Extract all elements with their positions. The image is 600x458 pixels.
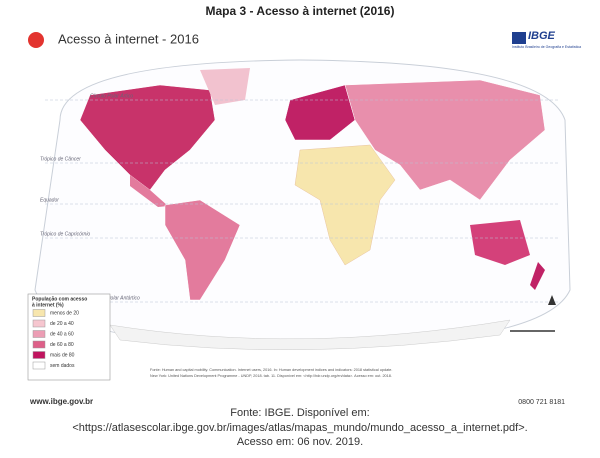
legend-swatch <box>32 309 46 317</box>
legend-label: menos de 20 <box>50 310 79 316</box>
australia <box>470 220 530 265</box>
new-zealand <box>530 262 545 290</box>
legend-swatch <box>32 351 46 359</box>
caption-line: Fonte: IBGE. Disponível em: <box>230 407 369 419</box>
antarctica <box>109 319 511 351</box>
caption-line: Acesso em: 06 nov. 2019. <box>237 436 363 448</box>
world-map <box>34 59 571 351</box>
greenland <box>200 68 250 105</box>
central-america <box>130 175 168 207</box>
legend-swatch <box>32 361 46 370</box>
legend-label: sem dados <box>50 363 75 369</box>
legend-label: mais de 80 <box>50 352 75 358</box>
latitude-lines: Círculo Polar Ártico Trópico de Câncer Equ… <box>40 92 560 303</box>
logo-subtitle: Instituto Brasileiro de Geografia e Esta… <box>512 45 581 49</box>
legend-title: População com acesso <box>32 296 87 302</box>
legend-swatch <box>32 330 46 338</box>
latitude-label: Círculo Polar Antártico <box>90 295 140 301</box>
asia <box>344 79 546 201</box>
north-america <box>79 84 216 191</box>
latitude-label: Trópico de Capricórnio <box>40 231 90 237</box>
south-america <box>164 199 241 301</box>
legend-label: de 40 a 60 <box>50 331 74 337</box>
source-line: Fonte: Human and capital mobility. Commu… <box>150 368 392 372</box>
legend-title: à internet (%) <box>32 302 64 308</box>
map-title: Acesso à internet - 2016 <box>58 31 199 46</box>
legend-swatch <box>32 319 46 328</box>
source-line: New York: United Nations Development Pro… <box>150 374 392 378</box>
scale-bar <box>510 295 556 332</box>
footer-site: www.ibge.gov.br <box>29 397 93 406</box>
globe-icon <box>28 32 44 48</box>
latitude-label: Equador <box>40 197 59 203</box>
legend-label: de 60 a 80 <box>50 342 74 348</box>
latitude-label: Círculo Polar Ártico <box>90 92 133 99</box>
legend-label: de 20 a 40 <box>50 321 74 327</box>
north-arrow <box>548 295 556 305</box>
page-title: Mapa 3 - Acesso à internet (2016) <box>206 4 395 18</box>
africa <box>294 144 396 266</box>
caption-line: <https://atlasescolar.ibge.gov.br/images… <box>72 422 527 434</box>
logo-name: IBGE <box>528 30 556 42</box>
legend-swatch <box>32 340 46 349</box>
logo-mark <box>512 32 526 44</box>
footer-phone: 0800 721 8181 <box>518 399 565 406</box>
latitude-label: Trópico de Câncer <box>40 156 81 162</box>
